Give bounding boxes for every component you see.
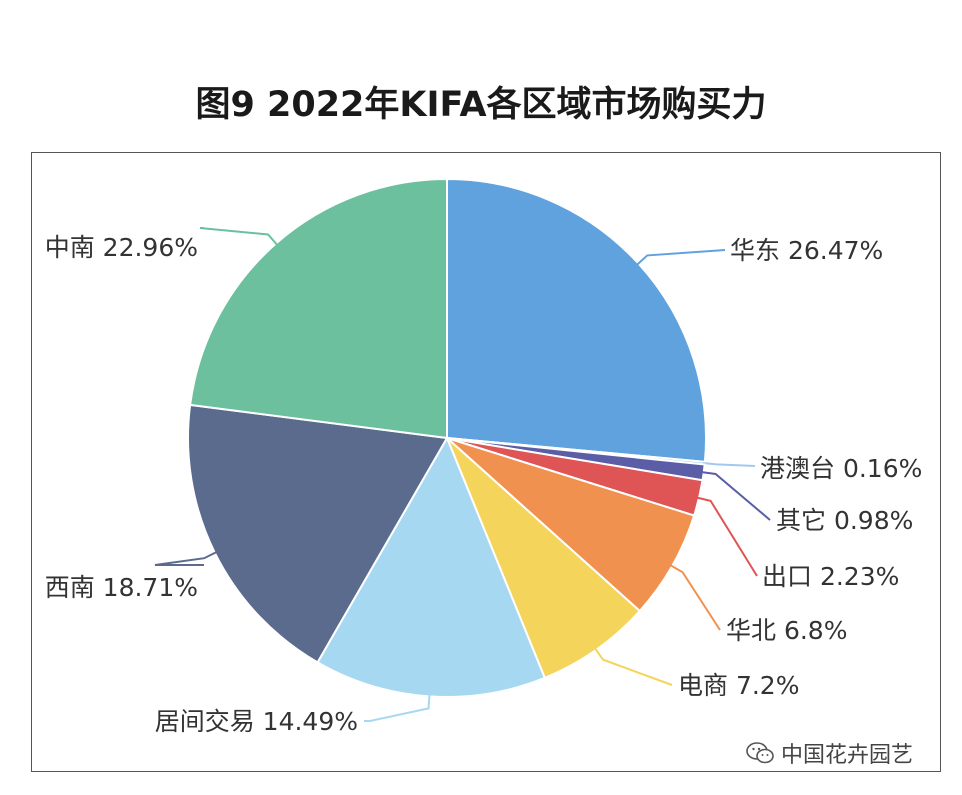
leader-line-2 [702, 461, 756, 467]
leader-line-3 [701, 471, 771, 521]
wechat-icon [746, 742, 774, 764]
watermark: 中国花卉园艺 [745, 738, 913, 768]
slice-label-5: 华北 6.8% [726, 616, 847, 645]
chart-frame [31, 152, 941, 772]
leader-line-8 [154, 551, 218, 566]
pie-slice-1 [446, 177, 707, 463]
slice-label-6: 电商 7.2% [678, 671, 799, 700]
leader-line-1 [636, 249, 726, 266]
pie-slice-9 [189, 177, 448, 440]
chart-title: 图9 2022年KIFA各区域市场购买力 [195, 85, 767, 125]
leader-line-7 [364, 694, 431, 722]
leader-line-5 [669, 564, 721, 631]
watermark-text: 中国花卉园艺 [781, 743, 914, 768]
slice-label-1: 华东 26.47% [730, 236, 883, 265]
slice-label-4: 出口 2.23% [762, 562, 899, 591]
slice-label-3: 其它 0.98% [776, 506, 913, 535]
leader-line-6 [594, 647, 673, 686]
leader-line-4 [696, 496, 758, 577]
slice-label-7: 居间交易 14.49% [155, 707, 358, 736]
leader-line-9 [199, 227, 279, 246]
slice-label-2: 港澳台 0.16% [760, 454, 922, 483]
slice-label-9: 中南 22.96% [45, 233, 198, 262]
slice-label-8: 西南 18.71% [45, 573, 198, 602]
